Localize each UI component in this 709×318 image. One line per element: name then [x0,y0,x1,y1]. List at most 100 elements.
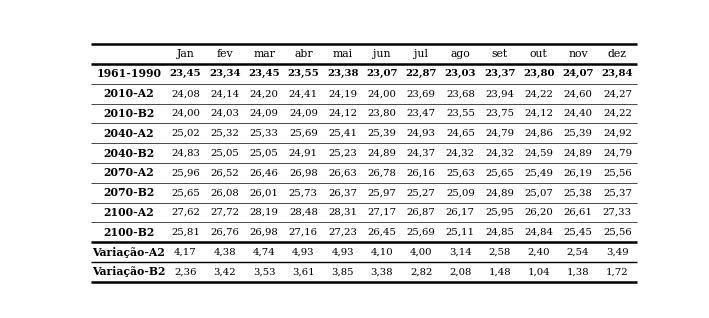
Text: 2010-A2: 2010-A2 [104,88,154,99]
Text: 4,00: 4,00 [410,248,432,257]
Text: Variação-A2: Variação-A2 [92,246,165,258]
Text: 24,32: 24,32 [485,149,514,158]
Text: 24,83: 24,83 [171,149,200,158]
Text: 4,93: 4,93 [331,248,354,257]
Text: 24,22: 24,22 [525,89,553,98]
Text: 24,09: 24,09 [289,109,318,118]
Text: 25,39: 25,39 [564,129,593,138]
Text: 24,91: 24,91 [289,149,318,158]
Text: 28,31: 28,31 [328,208,357,217]
Text: 25,56: 25,56 [603,228,632,237]
Text: 26,76: 26,76 [211,228,240,237]
Text: abr: abr [294,49,313,59]
Text: 26,98: 26,98 [250,228,279,237]
Text: 25,69: 25,69 [407,228,435,237]
Text: dez: dez [608,49,627,59]
Text: 24,89: 24,89 [367,149,396,158]
Text: 2,40: 2,40 [527,248,550,257]
Text: jun: jun [373,49,391,59]
Text: 2,82: 2,82 [410,267,432,276]
Text: 25,09: 25,09 [446,188,475,197]
Text: 24,85: 24,85 [485,228,514,237]
Text: 24,03: 24,03 [211,109,240,118]
Text: 24,79: 24,79 [485,129,514,138]
Text: 2040-B2: 2040-B2 [103,148,155,159]
Text: 24,20: 24,20 [250,89,279,98]
Text: 2010-B2: 2010-B2 [103,108,155,119]
Text: 24,93: 24,93 [407,129,435,138]
Text: 24,07: 24,07 [562,69,594,79]
Text: out: out [530,49,548,59]
Text: 24,08: 24,08 [171,89,200,98]
Text: 23,68: 23,68 [446,89,475,98]
Text: 24,37: 24,37 [406,149,435,158]
Text: 1,04: 1,04 [527,267,550,276]
Text: 25,11: 25,11 [446,228,475,237]
Text: 27,62: 27,62 [171,208,200,217]
Text: 27,16: 27,16 [289,228,318,237]
Text: 23,80: 23,80 [367,109,396,118]
Text: 23,69: 23,69 [407,89,435,98]
Text: 4,74: 4,74 [252,248,276,257]
Text: 24,00: 24,00 [367,89,396,98]
Text: 25,27: 25,27 [407,188,435,197]
Text: 23,94: 23,94 [485,89,514,98]
Text: mar: mar [253,49,275,59]
Text: 25,49: 25,49 [525,169,553,177]
Text: 24,65: 24,65 [446,129,475,138]
Text: 1,48: 1,48 [489,267,511,276]
Text: 3,61: 3,61 [292,267,315,276]
Text: 23,07: 23,07 [366,69,398,79]
Text: 3,49: 3,49 [606,248,629,257]
Text: 2,58: 2,58 [489,248,510,257]
Text: 2070-B2: 2070-B2 [103,187,155,198]
Text: 25,33: 25,33 [250,129,279,138]
Text: 24,40: 24,40 [564,109,593,118]
Text: 24,60: 24,60 [564,89,593,98]
Text: 26,37: 26,37 [328,188,357,197]
Text: 3,53: 3,53 [253,267,275,276]
Text: 24,12: 24,12 [328,109,357,118]
Text: 25,56: 25,56 [603,169,632,177]
Text: 24,59: 24,59 [525,149,553,158]
Text: 25,65: 25,65 [172,188,200,197]
Text: 26,98: 26,98 [289,169,318,177]
Text: 23,75: 23,75 [485,109,514,118]
Text: 24,00: 24,00 [171,109,200,118]
Text: 24,89: 24,89 [564,149,593,158]
Text: 1,72: 1,72 [606,267,629,276]
Text: 1,38: 1,38 [566,267,589,276]
Text: 22,87: 22,87 [406,69,437,79]
Text: 25,95: 25,95 [485,208,514,217]
Text: 24,27: 24,27 [603,89,632,98]
Text: mai: mai [333,49,352,59]
Text: Jan: Jan [177,49,194,59]
Text: 3,14: 3,14 [449,248,471,257]
Text: 25,23: 25,23 [328,149,357,158]
Text: 23,34: 23,34 [209,69,240,79]
Text: 4,93: 4,93 [292,248,315,257]
Text: Variação-B2: Variação-B2 [92,266,165,277]
Text: 26,20: 26,20 [525,208,553,217]
Text: 27,33: 27,33 [603,208,632,217]
Text: 23,55: 23,55 [287,69,319,79]
Text: 26,19: 26,19 [564,169,593,177]
Text: 24,41: 24,41 [289,89,318,98]
Text: nov: nov [569,49,588,59]
Text: 26,17: 26,17 [446,208,475,217]
Text: 28,48: 28,48 [289,208,318,217]
Text: 26,78: 26,78 [367,169,396,177]
Text: 25,73: 25,73 [289,188,318,197]
Text: 4,17: 4,17 [174,248,197,257]
Text: 26,16: 26,16 [407,169,435,177]
Text: fev: fev [216,49,233,59]
Text: 25,32: 25,32 [211,129,240,138]
Text: 26,61: 26,61 [564,208,593,217]
Text: 3,85: 3,85 [331,267,354,276]
Text: 23,45: 23,45 [169,69,201,79]
Text: 27,72: 27,72 [211,208,240,217]
Text: 26,01: 26,01 [250,188,279,197]
Text: 24,09: 24,09 [250,109,279,118]
Text: 25,37: 25,37 [603,188,632,197]
Text: 24,89: 24,89 [485,188,514,197]
